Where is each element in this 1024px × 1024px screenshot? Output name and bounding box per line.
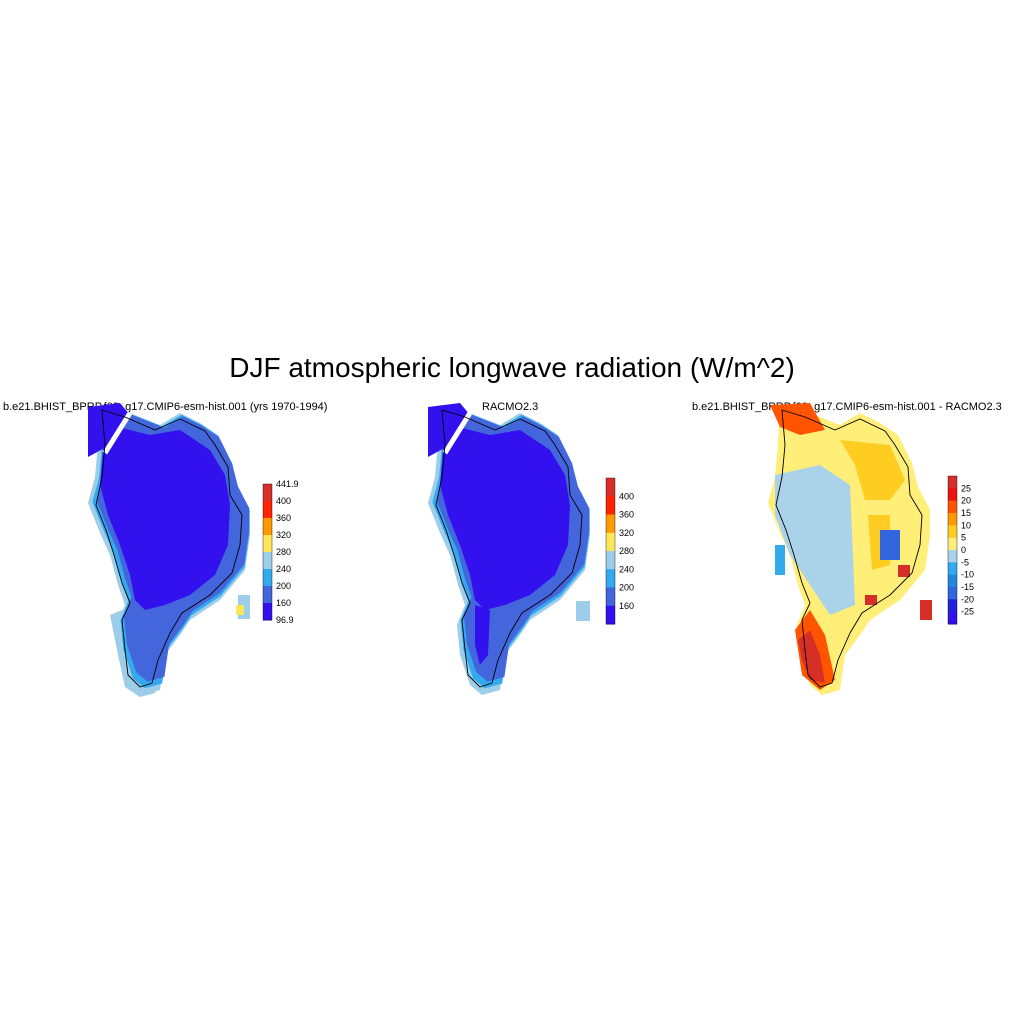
diff-west-negative <box>775 465 855 615</box>
colorbar-swatch <box>948 488 957 502</box>
colorbar-swatch <box>948 611 957 625</box>
colorbar-tick-label: 240 <box>619 564 634 574</box>
colorbar-tick-label: 10 <box>961 520 971 530</box>
greenland-map-difference <box>768 403 932 695</box>
colorbar-tick-label: 160 <box>276 598 291 608</box>
northwest-corner-block <box>428 403 470 457</box>
colorbar-tick-label: 15 <box>961 508 971 518</box>
colorbar-racmo: 400 360 320 280 240 200 160 <box>605 477 634 625</box>
colorbar-tick-label: 280 <box>276 547 291 557</box>
colorbar-tick-label: 160 <box>619 601 634 611</box>
colorbar-tick-label: 25 <box>961 483 971 493</box>
colorbar-swatch <box>948 562 957 576</box>
colorbar-swatch <box>948 513 957 526</box>
colorbar-tick-label: 400 <box>276 496 291 506</box>
colorbar-tick-label: 441.9 <box>276 479 299 489</box>
colorbar-swatch <box>606 496 615 515</box>
diff-west-edge <box>775 545 785 575</box>
colorbar-tick-label: 200 <box>619 583 634 593</box>
colorbar-tick-label: 5 <box>961 533 966 543</box>
greenland-map-model <box>88 403 250 697</box>
colorbar-tick-label: -20 <box>961 594 974 604</box>
colorbar-swatch <box>263 501 272 519</box>
diff-east-hotspot <box>865 595 877 605</box>
colorbar-swatch <box>606 532 615 552</box>
diff-northeast-positive <box>840 440 905 500</box>
colorbar-tick-label: 0 <box>961 545 966 555</box>
colorbar-swatch <box>948 525 957 539</box>
colorbar-frame <box>947 475 958 625</box>
colorbar-tick-label: 320 <box>619 528 634 538</box>
colorbar-difference: 25 20 15 10 5 0 -5 -10 -15 -20 -25 <box>947 475 974 625</box>
northwest-strait <box>102 411 133 455</box>
northwest-corner-block <box>88 403 130 457</box>
colorbar-tick-label: 320 <box>276 530 291 540</box>
colorbar-tick-label: -5 <box>961 557 969 567</box>
colorbar-swatch <box>606 587 615 607</box>
colorbar-swatch <box>948 599 957 613</box>
colorbar-swatch <box>948 574 957 588</box>
colorbar-tick-label: 400 <box>619 491 634 501</box>
colorbar-swatch <box>606 478 615 497</box>
colorbar-tick-label: 200 <box>276 581 291 591</box>
colorbar-tick-label: 240 <box>276 564 291 574</box>
colorbar-swatch <box>263 586 272 604</box>
panel-title-racmo: RACMO2.3 <box>482 401 539 413</box>
figure-title: DJF atmospheric longwave radiation (W/m^… <box>229 352 795 383</box>
colorbar-tick-label: -10 <box>961 570 974 580</box>
colorbar-tick-label: 360 <box>619 510 634 520</box>
east-island <box>576 601 590 621</box>
colorbar-swatch <box>606 514 615 534</box>
south-interior-tongue <box>475 605 490 665</box>
east-island-yellow <box>236 605 244 615</box>
colorbar-swatch <box>263 569 272 587</box>
colorbar-tick-label: 280 <box>619 546 634 556</box>
colorbar-swatch <box>606 605 615 625</box>
colorbar-swatch <box>606 569 615 588</box>
colorbar-swatch <box>263 518 272 536</box>
colorbar-frame <box>605 477 616 625</box>
diff-east-hotspot-2 <box>898 565 910 577</box>
colorbar-swatch <box>263 552 272 570</box>
colorbar-tick-label: 20 <box>961 496 971 506</box>
colorbar-swatch <box>263 484 272 502</box>
colorbar-swatch <box>606 551 615 570</box>
colorbar-frame <box>262 483 273 621</box>
northwest-strait <box>442 411 473 455</box>
colorbar-model: 441.9 400 360 320 280 240 200 160 96.9 <box>262 479 299 625</box>
colorbar-tick-label: 360 <box>276 513 291 523</box>
colorbar-swatch <box>948 476 957 489</box>
colorbar-tick-label: 96.9 <box>276 615 294 625</box>
colorbar-swatch <box>263 535 272 553</box>
diff-north-warm <box>770 403 825 435</box>
diff-east-edge <box>880 530 900 560</box>
greenland-map-racmo <box>428 403 590 695</box>
colorbar-swatch <box>948 550 957 563</box>
colorbar-swatch <box>263 603 272 621</box>
colorbar-swatch <box>948 537 957 551</box>
panel-title-difference: b.e21.BHIST_BPRP.f09_g17.CMIP6-esm-hist.… <box>692 401 1002 413</box>
panel-title-model: b.e21.BHIST_BPRP.f09_g17.CMIP6-esm-hist.… <box>3 401 328 413</box>
colorbar-tick-label: -25 <box>961 607 974 617</box>
colorbar-swatch <box>948 587 957 600</box>
east-island <box>920 600 932 620</box>
colorbar-tick-label: -15 <box>961 582 974 592</box>
colorbar-swatch <box>948 500 957 514</box>
